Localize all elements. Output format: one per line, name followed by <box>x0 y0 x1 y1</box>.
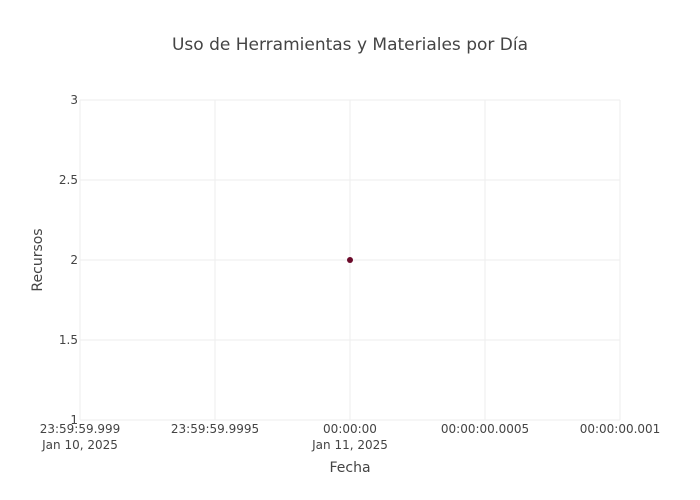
x-axis-ticks: 23:59:59.999 Jan 10, 2025 23:59:59.9995 00:… <box>40 422 661 452</box>
y-tick-label: 2 <box>70 253 78 267</box>
x-tick-label: 23:59:59.999 Jan 10, 2025 <box>40 422 121 452</box>
data-point[interactable] <box>347 257 353 263</box>
y-tick-label: 2.5 <box>59 173 78 187</box>
y-tick-label: 1.5 <box>59 333 78 347</box>
chart-title: Uso de Herramientas y Materiales por Día <box>172 35 528 55</box>
x-tick-label: 00:00:00.0005 <box>441 422 529 436</box>
x-tick-label: 00:00:00 Jan 11, 2025 <box>311 422 388 452</box>
x-tick-label: 23:59:59.9995 <box>171 422 259 436</box>
grid <box>79 99 621 421</box>
y-axis-title: Recursos <box>30 228 46 291</box>
x-axis-title: Fecha <box>329 460 370 476</box>
plot-area <box>347 257 353 263</box>
y-tick-label: 1 <box>70 413 78 427</box>
x-tick-label: 00:00:00.001 <box>580 422 661 436</box>
y-tick-label: 3 <box>70 93 78 107</box>
y-axis-ticks: 1 1.5 2 2.5 3 <box>59 93 78 427</box>
